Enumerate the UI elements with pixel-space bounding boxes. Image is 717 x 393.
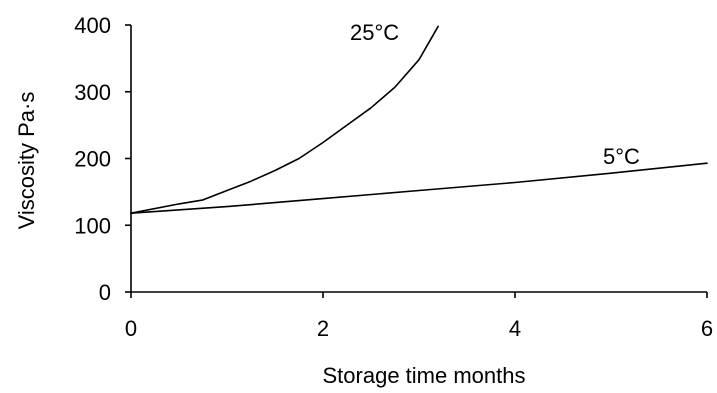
y-tick-label: 0	[99, 280, 111, 305]
x-tick-label: 4	[509, 316, 521, 341]
y-tick-label: 300	[74, 80, 111, 105]
y-tick-label: 200	[74, 147, 111, 172]
x-axis-ticks: 0 2 4 6	[125, 292, 713, 341]
x-tick-label: 0	[125, 316, 137, 341]
series-label-1: 5°C	[603, 144, 640, 169]
x-tick-label: 2	[317, 316, 329, 341]
y-axis-title: Viscosity Pa·s	[14, 92, 39, 230]
series-line-0	[130, 25, 439, 214]
y-tick-label: 400	[74, 13, 111, 38]
x-axis-title: Storage time months	[323, 363, 526, 388]
series-group: 25°C 5°C	[130, 20, 708, 214]
x-tick-label: 6	[701, 316, 713, 341]
series-line-1	[130, 162, 708, 214]
series-label-0: 25°C	[350, 20, 399, 45]
y-tick-label: 100	[74, 213, 111, 238]
y-axis-ticks: 0 100 200 300 400	[74, 13, 131, 305]
